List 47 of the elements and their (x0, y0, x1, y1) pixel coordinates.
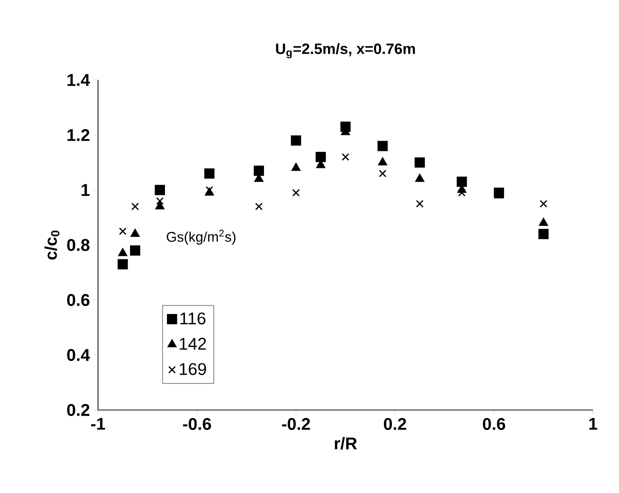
point (292, 188, 300, 197)
point (415, 174, 424, 182)
legend-label: 116 (180, 312, 206, 324)
x-tick-label: 0.6 (482, 418, 506, 430)
x-tick-label: -0.2 (282, 418, 310, 430)
point (118, 227, 127, 236)
point (414, 157, 425, 168)
point (131, 202, 139, 210)
point (292, 162, 300, 171)
x-tick-label: 0.2 (384, 418, 406, 430)
point (130, 245, 140, 256)
y-tick-label: 0.4 (67, 349, 90, 361)
point (155, 201, 164, 210)
point (342, 153, 350, 161)
y-tick-label: 0.8 (67, 239, 90, 251)
point (118, 259, 128, 270)
point (130, 228, 140, 237)
y-axis-title: c/c$_{0}$ (44, 230, 60, 260)
y-tick-label: 0.2 (67, 404, 90, 416)
point (378, 140, 388, 152)
legend-label: 142 (180, 338, 206, 350)
point (540, 200, 548, 208)
point (290, 135, 302, 146)
point (254, 166, 264, 176)
point (458, 188, 466, 197)
x-tick-label: 1 (589, 418, 598, 430)
point (378, 170, 386, 178)
chart-title: U$_{g}$=2.5m/s, x=0.76m (276, 43, 415, 58)
point (255, 202, 263, 210)
point (456, 176, 467, 187)
point (378, 157, 388, 166)
x-axis-title: r/R (334, 437, 357, 450)
y-tick-label: 0.6 (67, 294, 90, 306)
legend-label: 169 (180, 363, 206, 376)
point (154, 184, 165, 196)
y-tick-label: 1.4 (68, 74, 90, 86)
y-tick-label: 1 (82, 184, 90, 196)
legend-title: Gs(kg/m$^{2}$s) (166, 230, 236, 245)
x-tick-label: -1 (91, 418, 106, 430)
point (156, 197, 164, 205)
point (118, 248, 128, 256)
point (204, 168, 214, 179)
point (538, 228, 549, 240)
y-tick-label: 1.2 (68, 129, 90, 141)
x-tick-label: -0.6 (183, 418, 211, 430)
point (539, 218, 548, 226)
point (416, 200, 424, 208)
